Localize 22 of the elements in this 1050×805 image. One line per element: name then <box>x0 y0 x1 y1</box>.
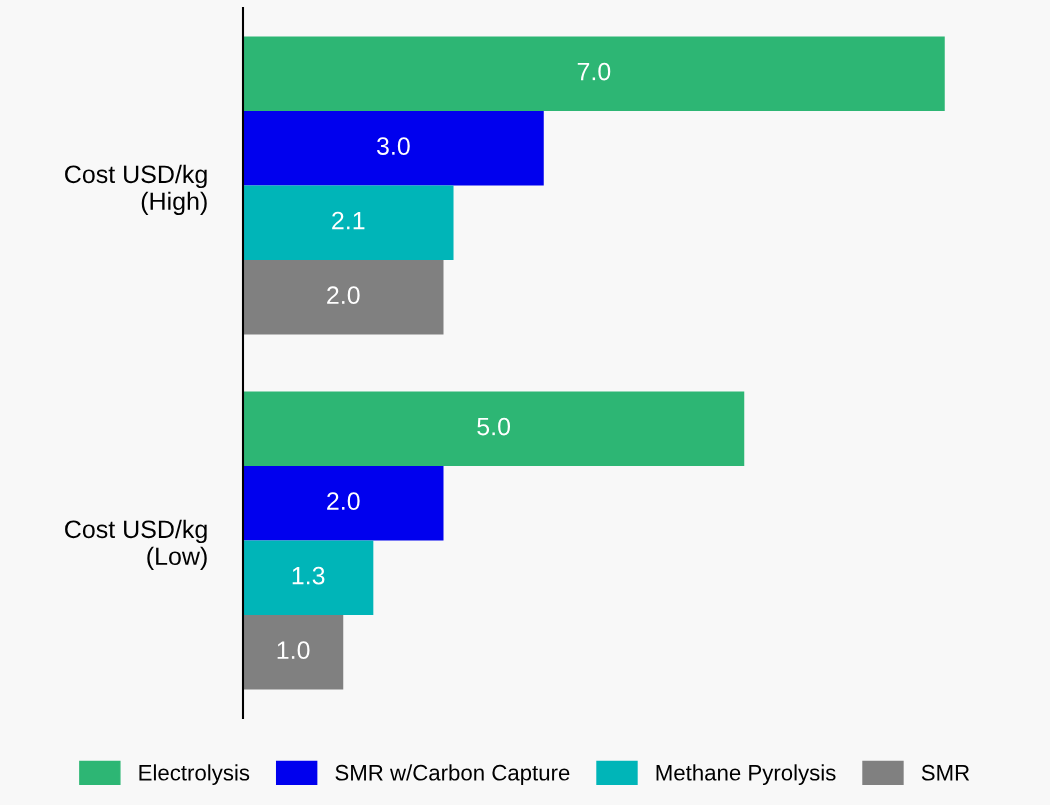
legend-label: SMR w/Carbon Capture <box>335 764 570 785</box>
bar <box>243 540 374 616</box>
data-label: 5.0 <box>477 417 511 436</box>
bar <box>243 465 444 541</box>
y-tick-label: Cost USD/kg (High) <box>65 164 207 216</box>
bar <box>243 260 444 335</box>
data-label: 2.0 <box>327 286 360 305</box>
data-label: 1.0 <box>277 641 310 660</box>
legend-label: Methane Pyrolysis <box>656 764 836 785</box>
bar <box>243 391 745 466</box>
bar <box>243 36 945 111</box>
bar <box>243 185 454 261</box>
legend-label: Electrolysis <box>139 764 250 785</box>
bar <box>243 615 344 690</box>
data-label: 1.3 <box>292 566 325 585</box>
legend-label: SMR <box>921 764 970 781</box>
bar <box>243 110 544 186</box>
data-label: 2.1 <box>332 211 365 230</box>
data-label: 3.0 <box>376 137 410 155</box>
data-label: 2.0 <box>327 492 360 510</box>
y-tick-label: Cost USD/kg (Low) <box>65 519 207 571</box>
data-label: 7.0 <box>577 62 611 81</box>
